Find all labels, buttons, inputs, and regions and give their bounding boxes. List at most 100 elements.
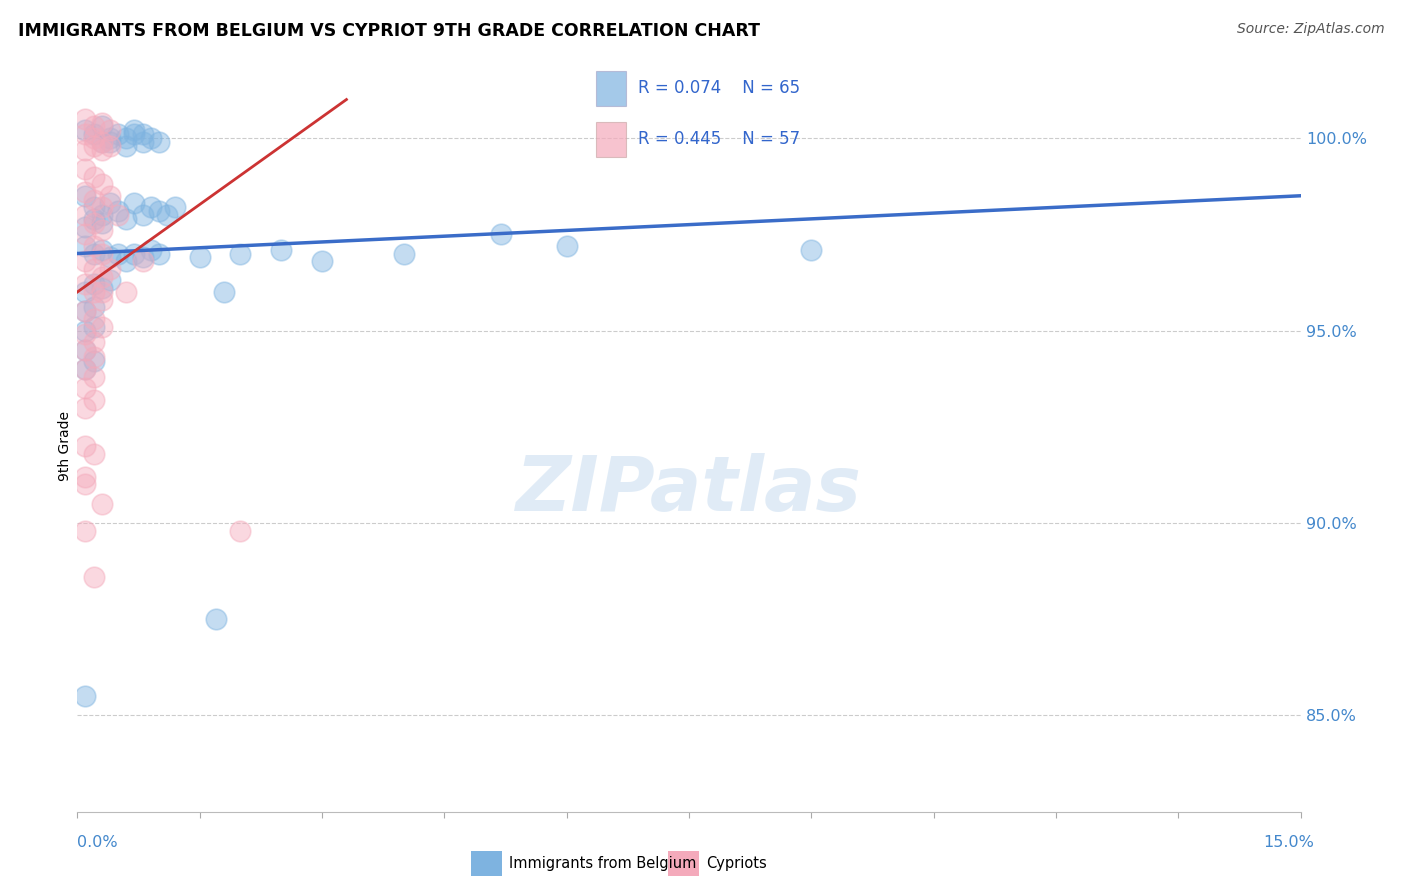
Point	[90, 497, 112, 511]
Point	[83, 127, 105, 141]
Point	[75, 188, 97, 202]
Point	[75, 208, 97, 222]
Point	[115, 131, 138, 145]
Point	[90, 115, 112, 129]
Point	[107, 208, 129, 222]
Point	[83, 138, 105, 153]
Point	[90, 285, 112, 299]
Point	[75, 127, 97, 141]
Point	[83, 239, 105, 253]
Point	[75, 362, 97, 376]
Point	[98, 135, 121, 149]
Point	[148, 246, 170, 260]
Point	[90, 208, 112, 222]
Point	[83, 169, 105, 184]
Point	[90, 319, 112, 334]
Point	[75, 324, 97, 338]
Point	[311, 254, 333, 268]
Point	[83, 120, 105, 134]
Point	[90, 216, 112, 230]
Point	[107, 127, 129, 141]
Bar	[596, 122, 626, 157]
Point	[75, 343, 97, 357]
Point	[131, 251, 153, 265]
Point	[83, 354, 105, 368]
Point	[98, 138, 121, 153]
Point	[75, 362, 97, 376]
Point	[124, 127, 146, 141]
Point	[75, 254, 97, 268]
Point	[75, 477, 97, 491]
Point	[115, 138, 138, 153]
Point	[83, 319, 105, 334]
Point	[90, 269, 112, 284]
Point	[75, 343, 97, 357]
Point	[124, 123, 146, 137]
Text: Source: ZipAtlas.com: Source: ZipAtlas.com	[1237, 22, 1385, 37]
Point	[555, 239, 578, 253]
Point	[131, 254, 153, 268]
Point	[75, 285, 97, 299]
Point	[83, 261, 105, 276]
Text: 15.0%: 15.0%	[1264, 836, 1315, 850]
Point	[83, 211, 105, 226]
Point	[98, 273, 121, 287]
Point	[115, 254, 138, 268]
Point	[188, 251, 211, 265]
Point	[83, 334, 105, 349]
Point	[115, 211, 138, 226]
Point	[98, 123, 121, 137]
Text: Cypriots: Cypriots	[706, 856, 766, 871]
Point	[139, 131, 162, 145]
Point	[131, 127, 153, 141]
Point	[98, 131, 121, 145]
Point	[83, 301, 105, 315]
Text: IMMIGRANTS FROM BELGIUM VS CYPRIOT 9TH GRADE CORRELATION CHART: IMMIGRANTS FROM BELGIUM VS CYPRIOT 9TH G…	[18, 22, 761, 40]
Point	[90, 143, 112, 157]
Bar	[596, 70, 626, 105]
Point	[131, 208, 153, 222]
Point	[75, 327, 97, 342]
Point	[83, 200, 105, 214]
Point	[139, 200, 162, 214]
Point	[75, 401, 97, 415]
Point	[75, 227, 97, 242]
Text: Immigrants from Belgium: Immigrants from Belgium	[509, 856, 696, 871]
Point	[75, 470, 97, 484]
Point	[90, 178, 112, 192]
Point	[90, 293, 112, 307]
Point	[75, 304, 97, 318]
Point	[392, 246, 415, 260]
Text: ZIPatlas: ZIPatlas	[516, 453, 862, 527]
Point	[83, 351, 105, 365]
Point	[229, 524, 252, 538]
Text: R = 0.074    N = 65: R = 0.074 N = 65	[638, 79, 800, 97]
Point	[270, 243, 292, 257]
Point	[90, 246, 112, 260]
Point	[229, 246, 252, 260]
Point	[75, 524, 97, 538]
Point	[156, 208, 179, 222]
Point	[75, 185, 97, 199]
Point	[98, 261, 121, 276]
Point	[90, 135, 112, 149]
Point	[90, 281, 112, 295]
Point	[75, 381, 97, 395]
Point	[75, 143, 97, 157]
Point	[148, 204, 170, 219]
Point	[90, 200, 112, 214]
Point	[148, 135, 170, 149]
Point	[75, 690, 97, 704]
Y-axis label: 9th Grade: 9th Grade	[58, 411, 72, 481]
Point	[83, 369, 105, 384]
Point	[75, 239, 97, 253]
Point	[75, 161, 97, 176]
Point	[83, 246, 105, 260]
Point	[165, 200, 187, 214]
Point	[98, 196, 121, 211]
Point	[83, 131, 105, 145]
Point	[205, 612, 228, 626]
Text: 0.0%: 0.0%	[77, 836, 118, 850]
Point	[83, 285, 105, 299]
Point	[75, 277, 97, 292]
